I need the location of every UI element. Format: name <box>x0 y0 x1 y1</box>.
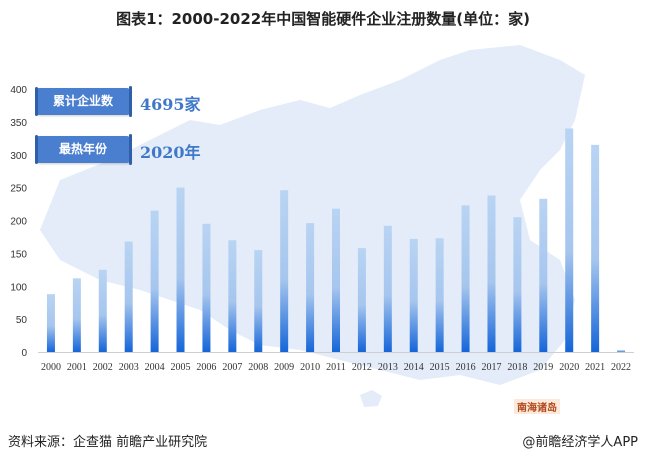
bar-2013 <box>383 225 392 352</box>
bar-2017 <box>487 195 496 352</box>
bar-2003 <box>124 241 133 352</box>
y-tick-label: 250 <box>10 184 27 195</box>
x-tick-label: 2005 <box>171 362 191 373</box>
bar-2006 <box>202 223 211 352</box>
y-tick-label: 200 <box>10 217 27 228</box>
x-tick-label: 2011 <box>326 362 346 373</box>
y-tick-label: 350 <box>10 118 27 129</box>
x-tick-label: 2013 <box>378 362 398 373</box>
peak-year-badge: 最热年份 <box>35 134 132 165</box>
bar-2020 <box>565 128 574 352</box>
china-map-background <box>40 45 585 385</box>
y-tick-label: 400 <box>10 85 27 96</box>
x-tick-label: 2000 <box>41 362 61 373</box>
x-tick-label: 2004 <box>145 362 165 373</box>
bar-2009 <box>280 190 289 352</box>
bar-2000 <box>46 294 55 352</box>
hainan-island <box>360 390 382 407</box>
bar-2002 <box>98 269 107 352</box>
bar-2008 <box>254 250 263 352</box>
bar-2021 <box>591 144 600 352</box>
x-tick-label: 2022 <box>611 362 631 373</box>
x-tick-label: 2008 <box>248 362 268 373</box>
source-note: 资料来源：企查猫 前瞻产业研究院 <box>8 435 208 450</box>
x-tick-label: 2021 <box>585 362 605 373</box>
x-tick-label: 2015 <box>430 362 450 373</box>
x-tick-label: 2003 <box>119 362 139 373</box>
bar-2005 <box>176 187 185 352</box>
total-companies-badge: 累计企业数 <box>35 86 132 117</box>
y-tick-label: 100 <box>10 282 27 293</box>
south-china-sea-label: 南海诸岛 <box>514 399 560 414</box>
x-tick-label: 2006 <box>196 362 216 373</box>
x-tick-label: 2016 <box>456 362 476 373</box>
bar-2016 <box>461 205 470 352</box>
x-tick-label: 2012 <box>352 362 372 373</box>
bar-2015 <box>435 238 444 352</box>
x-tick-label: 2002 <box>93 362 113 373</box>
bar-2004 <box>150 210 159 352</box>
x-tick-label: 2017 <box>481 362 501 373</box>
total-companies-value: 4695家 <box>140 95 201 114</box>
x-tick-label: 2014 <box>404 362 424 373</box>
bar-2019 <box>539 198 548 352</box>
x-tick-label: 2009 <box>274 362 294 373</box>
bar-2022 <box>617 350 626 352</box>
x-tick-label: 2019 <box>533 362 553 373</box>
x-tick-label: 2010 <box>300 362 320 373</box>
bar-2007 <box>228 240 237 352</box>
y-tick-label: 0 <box>21 348 27 359</box>
bar-2012 <box>357 248 366 352</box>
bar-2018 <box>513 217 522 352</box>
peak-year-value: 2020年 <box>140 143 201 162</box>
bar-2011 <box>332 208 340 352</box>
y-tick-label: 300 <box>10 151 27 162</box>
x-tick-label: 2020 <box>559 362 579 373</box>
x-tick-label: 2007 <box>222 362 242 373</box>
x-tick-label: 2018 <box>507 362 527 373</box>
bar-2001 <box>72 278 81 352</box>
x-tick-label: 2001 <box>67 362 87 373</box>
brand-credit: @前瞻经济学人APP <box>522 435 638 450</box>
bar-2014 <box>409 238 418 352</box>
y-tick-label: 50 <box>16 315 28 326</box>
chart-title: 图表1：2000-2022年中国智能硬件企业注册数量(单位：家) <box>116 10 530 28</box>
bar-2010 <box>306 223 315 352</box>
y-tick-label: 150 <box>10 249 27 260</box>
